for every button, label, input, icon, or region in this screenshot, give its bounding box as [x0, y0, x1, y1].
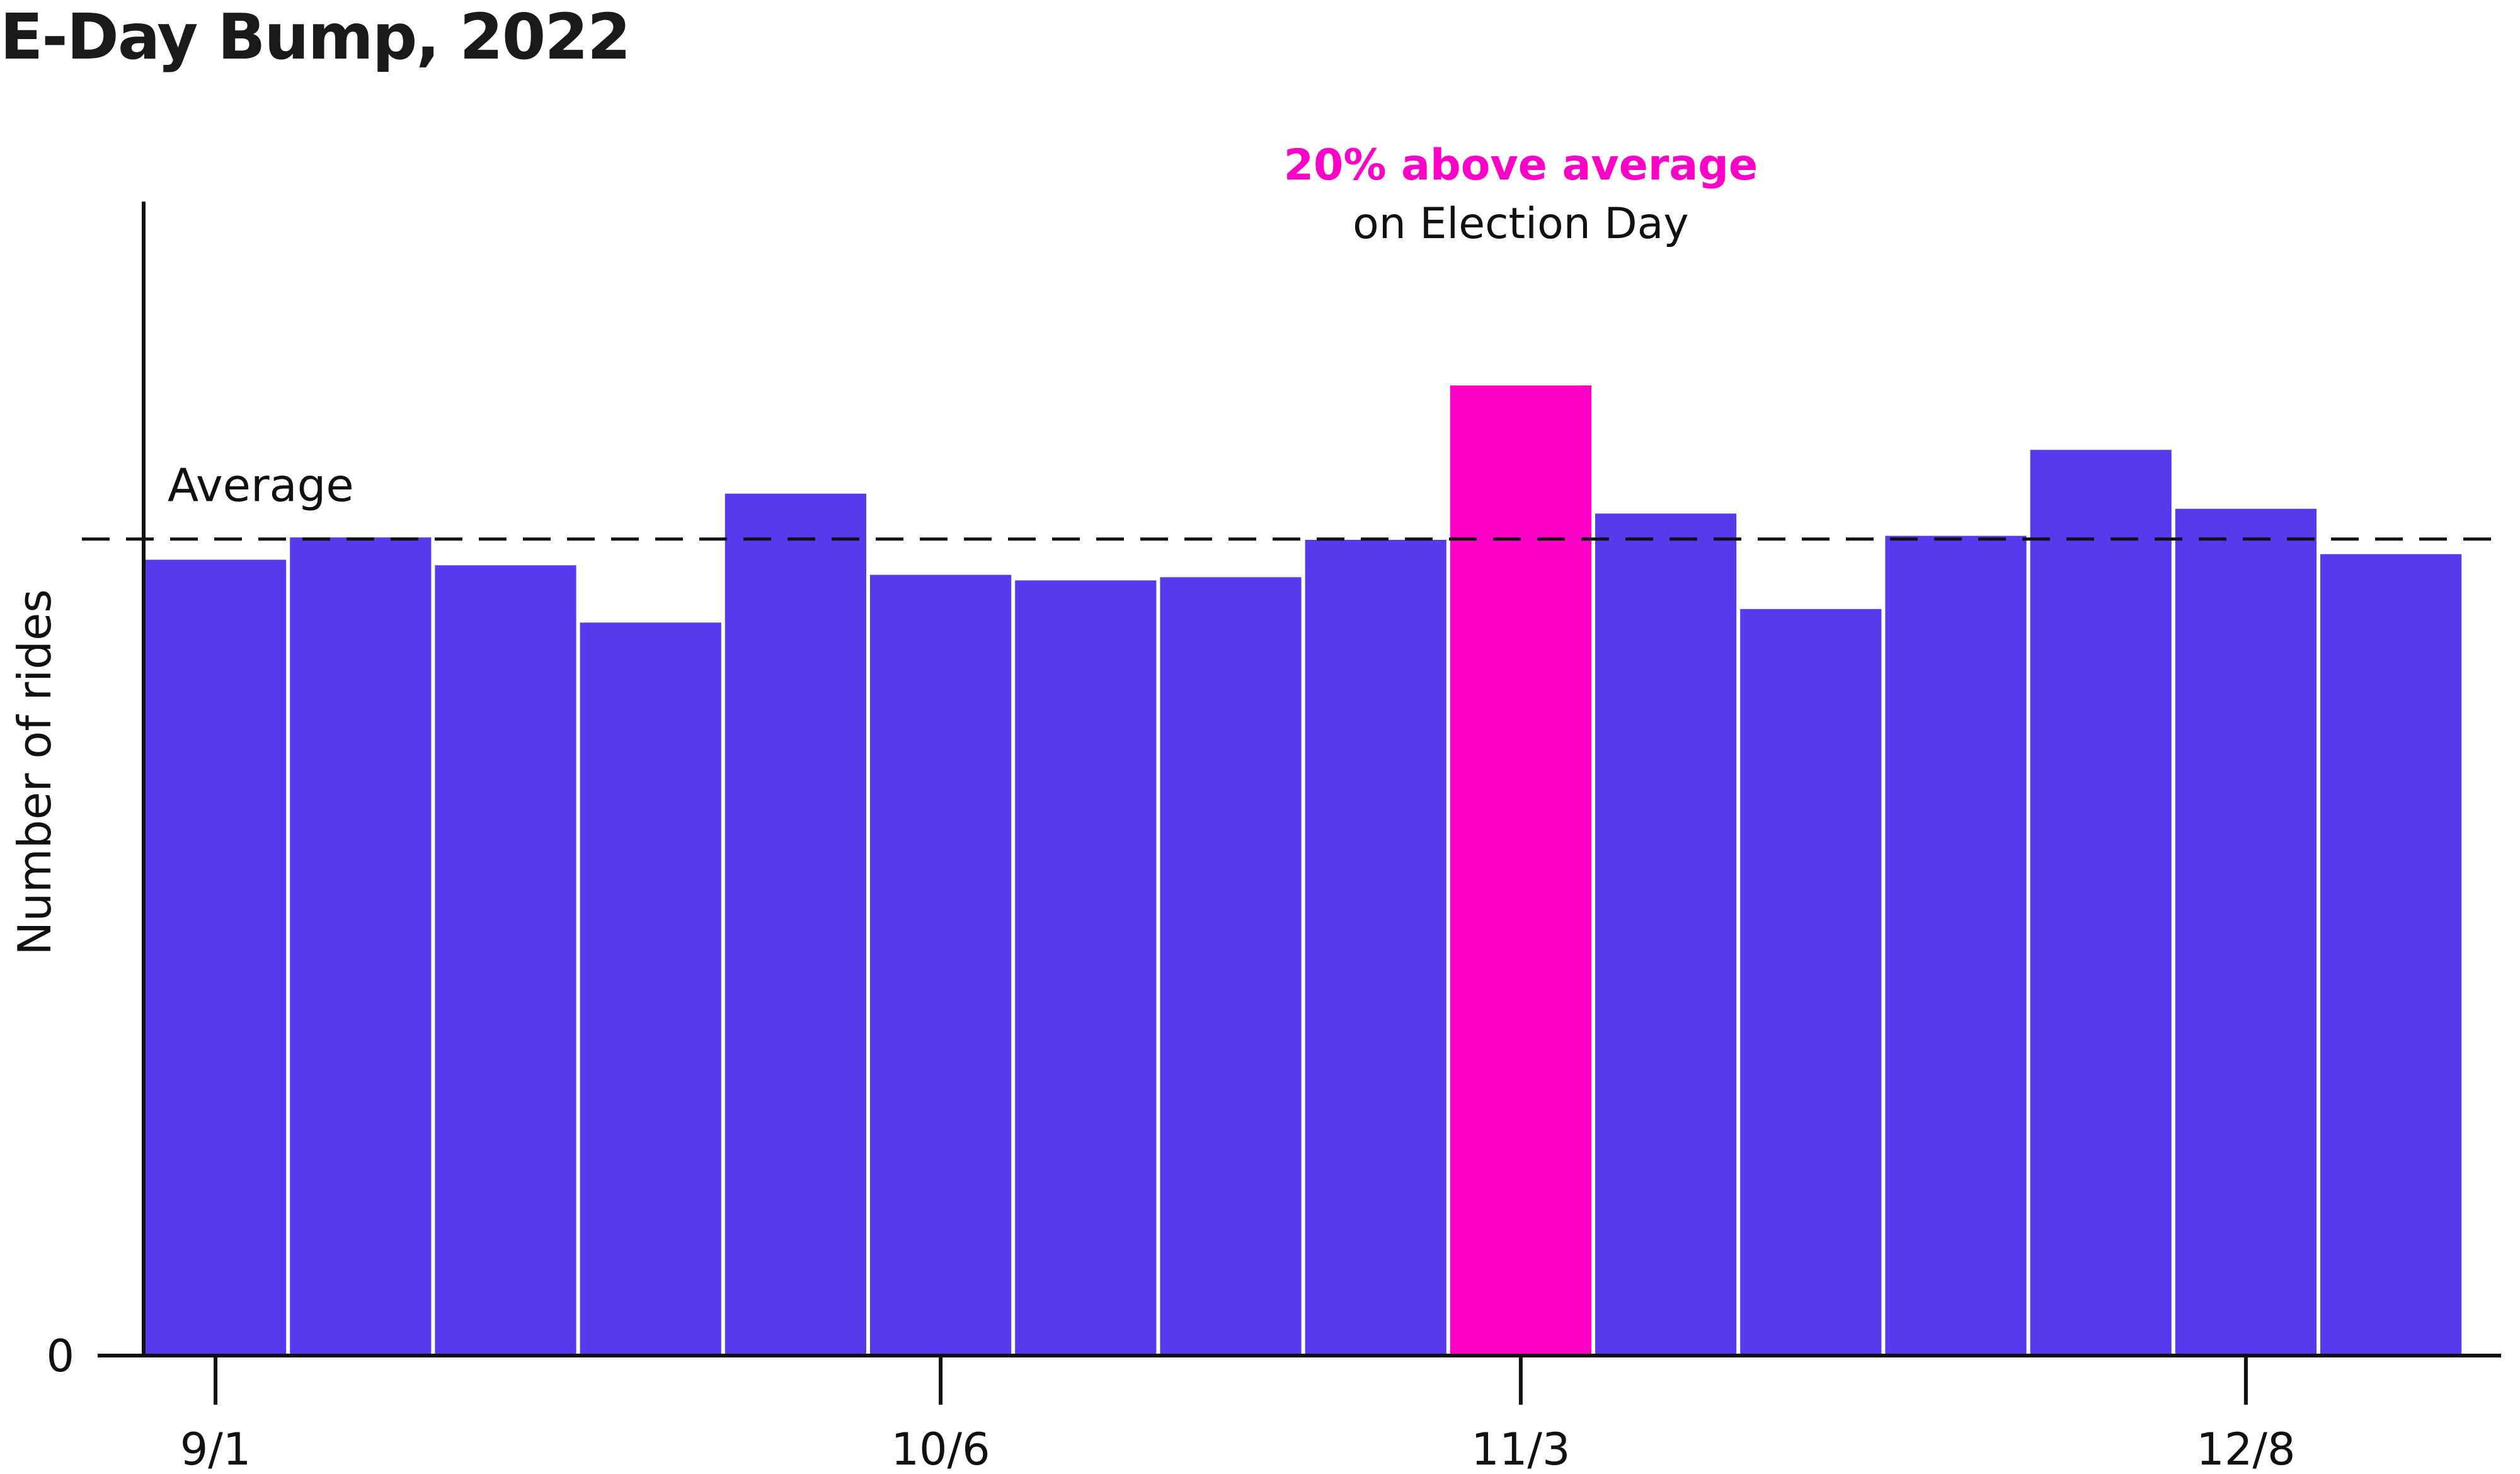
x-tick-label: 11/3 — [1471, 1424, 1570, 1474]
bar — [2030, 450, 2172, 1356]
bar — [145, 559, 287, 1356]
x-ticks-group: 9/1 10/6 11/3 12/8 — [180, 1356, 2296, 1474]
y-tick-label: 0 — [46, 1330, 74, 1382]
bar — [870, 574, 1012, 1356]
annotation-highlight: 20% above average — [1284, 140, 1758, 190]
bar — [2175, 508, 2317, 1356]
chart-title: E-Day Bump, 2022 — [0, 0, 631, 74]
bar — [2320, 554, 2462, 1356]
y-axis-label: Number of rides — [8, 589, 61, 956]
bar-highlighted — [1450, 385, 1591, 1356]
x-tick-label: 12/8 — [2196, 1424, 2295, 1474]
bar — [1740, 608, 1882, 1356]
y-ticks-group: 0 — [46, 1330, 74, 1382]
x-tick-label: 10/6 — [891, 1424, 990, 1474]
bar — [290, 537, 432, 1356]
bar — [1595, 513, 1737, 1356]
bar — [1015, 580, 1157, 1356]
bar — [1160, 577, 1302, 1356]
bar — [1305, 539, 1446, 1356]
x-tick-label: 9/1 — [180, 1424, 251, 1474]
annotation-text: on Election Day — [1353, 199, 1689, 249]
bar — [1885, 535, 2027, 1356]
bars-group — [145, 385, 2462, 1356]
bar — [724, 493, 866, 1356]
average-label: Average — [168, 459, 354, 512]
bar — [435, 565, 576, 1356]
bar — [580, 622, 721, 1356]
